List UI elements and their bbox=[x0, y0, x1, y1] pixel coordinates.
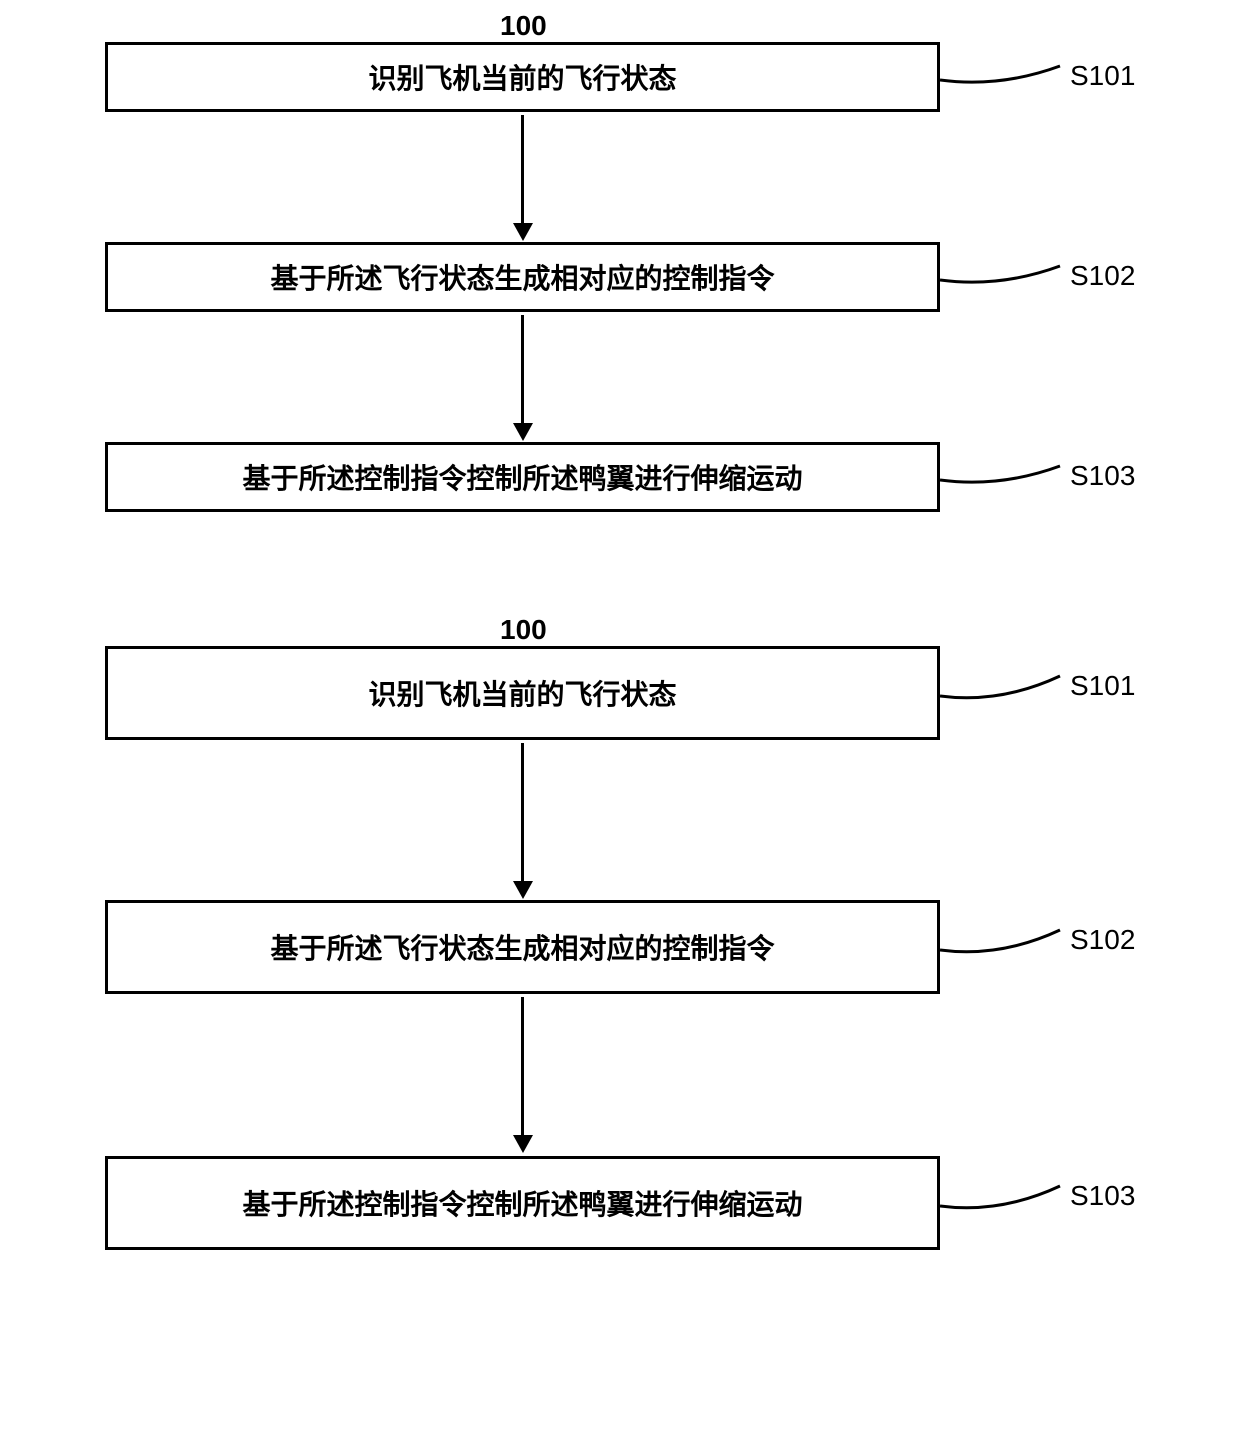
arrow-2-1 bbox=[521, 315, 524, 425]
figure-number-2: 100 bbox=[500, 614, 547, 646]
step-text: 基于所述飞行状态生成相对应的控制指令 bbox=[270, 927, 774, 967]
step-label-s101-1: S101 bbox=[1070, 60, 1135, 92]
step-text: 基于所述控制指令控制所述鸭翼进行伸缩运动 bbox=[242, 1183, 802, 1223]
step-box-s102-2: 基于所述飞行状态生成相对应的控制指令 bbox=[105, 900, 940, 994]
step-box-s101-2: 识别飞机当前的飞行状态 bbox=[105, 646, 940, 740]
step-label-s103-2: S103 bbox=[1070, 1180, 1135, 1212]
step-label-s102-1: S102 bbox=[1070, 260, 1135, 292]
step-label-s102-2: S102 bbox=[1070, 924, 1135, 956]
step-box-s103-1: 基于所述控制指令控制所述鸭翼进行伸缩运动 bbox=[105, 442, 940, 512]
connector-s103-1 bbox=[940, 458, 1070, 498]
connector-s101-1 bbox=[940, 58, 1070, 98]
connector-s102-1 bbox=[940, 258, 1070, 298]
connector-s101-2 bbox=[940, 668, 1070, 713]
figure-number-1: 100 bbox=[500, 10, 547, 42]
connector-s103-2 bbox=[940, 1178, 1070, 1223]
arrow-head-icon bbox=[513, 423, 533, 441]
arrow-1-2 bbox=[521, 743, 524, 883]
step-text: 识别飞机当前的飞行状态 bbox=[368, 673, 676, 713]
arrow-head-icon bbox=[513, 223, 533, 241]
step-text: 基于所述飞行状态生成相对应的控制指令 bbox=[270, 257, 774, 297]
step-text: 识别飞机当前的飞行状态 bbox=[368, 57, 676, 97]
step-label-s101-2: S101 bbox=[1070, 670, 1135, 702]
arrow-head-icon bbox=[513, 1135, 533, 1153]
step-label-s103-1: S103 bbox=[1070, 460, 1135, 492]
arrow-2-2 bbox=[521, 997, 524, 1137]
arrow-1-1 bbox=[521, 115, 524, 225]
arrow-head-icon bbox=[513, 881, 533, 899]
step-box-s102-1: 基于所述飞行状态生成相对应的控制指令 bbox=[105, 242, 940, 312]
connector-s102-2 bbox=[940, 922, 1070, 967]
step-box-s101-1: 识别飞机当前的飞行状态 bbox=[105, 42, 940, 112]
step-text: 基于所述控制指令控制所述鸭翼进行伸缩运动 bbox=[242, 457, 802, 497]
step-box-s103-2: 基于所述控制指令控制所述鸭翼进行伸缩运动 bbox=[105, 1156, 940, 1250]
